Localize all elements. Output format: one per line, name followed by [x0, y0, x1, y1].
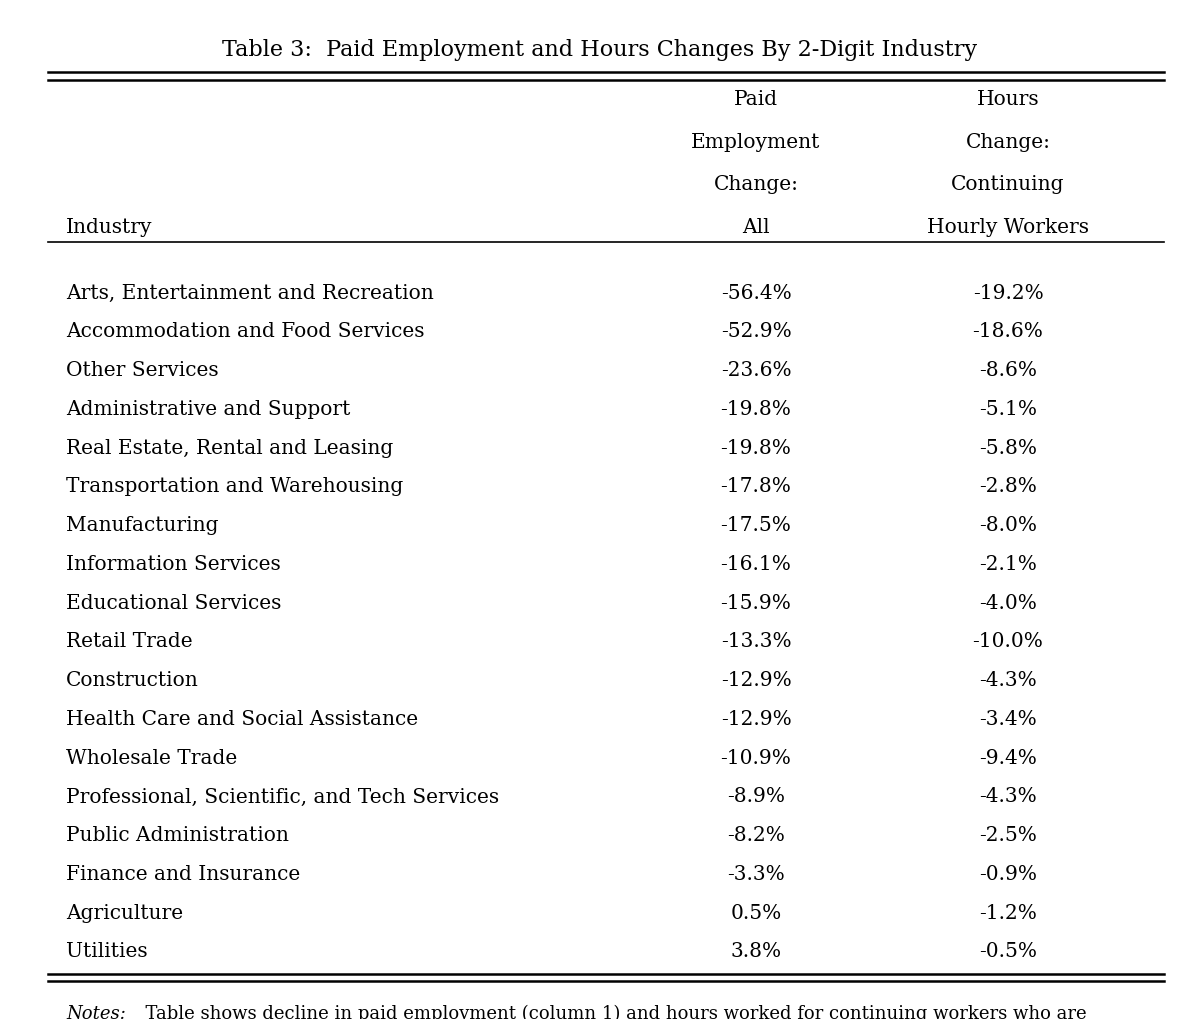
Text: -17.8%: -17.8%: [720, 477, 792, 496]
Text: Construction: Construction: [66, 671, 199, 690]
Text: -1.2%: -1.2%: [979, 903, 1037, 922]
Text: -4.3%: -4.3%: [979, 787, 1037, 806]
Text: -0.9%: -0.9%: [979, 864, 1037, 883]
Text: Wholesale Trade: Wholesale Trade: [66, 748, 238, 767]
Text: Hours: Hours: [977, 90, 1039, 109]
Text: -12.9%: -12.9%: [721, 671, 791, 690]
Text: -3.3%: -3.3%: [727, 864, 785, 883]
Text: 3.8%: 3.8%: [731, 942, 781, 961]
Text: -8.9%: -8.9%: [727, 787, 785, 806]
Text: -2.1%: -2.1%: [979, 554, 1037, 574]
Text: -13.3%: -13.3%: [721, 632, 791, 651]
Text: -8.2%: -8.2%: [727, 825, 785, 845]
Text: -10.0%: -10.0%: [972, 632, 1044, 651]
Text: Finance and Insurance: Finance and Insurance: [66, 864, 300, 883]
Text: Hourly Workers: Hourly Workers: [928, 218, 1090, 237]
Text: Arts, Entertainment and Recreation: Arts, Entertainment and Recreation: [66, 283, 433, 303]
Text: -3.4%: -3.4%: [979, 709, 1037, 729]
Text: Administrative and Support: Administrative and Support: [66, 399, 350, 419]
Text: -5.1%: -5.1%: [979, 399, 1037, 419]
Text: Public Administration: Public Administration: [66, 825, 289, 845]
Text: Change:: Change:: [966, 132, 1050, 152]
Text: -9.4%: -9.4%: [979, 748, 1037, 767]
Text: Educational Services: Educational Services: [66, 593, 281, 612]
Text: -23.6%: -23.6%: [721, 361, 791, 380]
Text: Retail Trade: Retail Trade: [66, 632, 193, 651]
Text: -4.3%: -4.3%: [979, 671, 1037, 690]
Text: Continuing: Continuing: [952, 175, 1064, 195]
Text: -4.0%: -4.0%: [979, 593, 1037, 612]
Text: Change:: Change:: [714, 175, 798, 195]
Text: Health Care and Social Assistance: Health Care and Social Assistance: [66, 709, 418, 729]
Text: Manufacturing: Manufacturing: [66, 516, 218, 535]
Text: -56.4%: -56.4%: [721, 283, 791, 303]
Text: -17.5%: -17.5%: [720, 516, 792, 535]
Text: Utilities: Utilities: [66, 942, 148, 961]
Text: -0.5%: -0.5%: [979, 942, 1037, 961]
Text: Real Estate, Rental and Leasing: Real Estate, Rental and Leasing: [66, 438, 394, 458]
Text: Table shows decline in paid employment (column 1) and hours worked for continuin: Table shows decline in paid employment (…: [134, 1004, 1087, 1019]
Text: -15.9%: -15.9%: [720, 593, 792, 612]
Text: All: All: [742, 218, 770, 237]
Text: -10.9%: -10.9%: [720, 748, 792, 767]
Text: -19.8%: -19.8%: [720, 438, 792, 458]
Text: Accommodation and Food Services: Accommodation and Food Services: [66, 322, 425, 341]
Text: -2.8%: -2.8%: [979, 477, 1037, 496]
Text: -19.8%: -19.8%: [720, 399, 792, 419]
Text: -12.9%: -12.9%: [721, 709, 791, 729]
Text: 0.5%: 0.5%: [731, 903, 781, 922]
Text: -8.6%: -8.6%: [979, 361, 1037, 380]
Text: Information Services: Information Services: [66, 554, 281, 574]
Text: Transportation and Warehousing: Transportation and Warehousing: [66, 477, 403, 496]
Text: -8.0%: -8.0%: [979, 516, 1037, 535]
Text: Paid: Paid: [734, 90, 778, 109]
Text: -5.8%: -5.8%: [979, 438, 1037, 458]
Text: Professional, Scientific, and Tech Services: Professional, Scientific, and Tech Servi…: [66, 787, 499, 806]
Text: Other Services: Other Services: [66, 361, 218, 380]
Text: -2.5%: -2.5%: [979, 825, 1037, 845]
Text: -16.1%: -16.1%: [720, 554, 792, 574]
Text: -19.2%: -19.2%: [973, 283, 1043, 303]
Text: Employment: Employment: [691, 132, 821, 152]
Text: -52.9%: -52.9%: [721, 322, 791, 341]
Text: -18.6%: -18.6%: [972, 322, 1044, 341]
Text: Industry: Industry: [66, 218, 152, 237]
Text: Table 3:  Paid Employment and Hours Changes By 2-Digit Industry: Table 3: Paid Employment and Hours Chang…: [222, 39, 978, 61]
Text: Notes:: Notes:: [66, 1004, 126, 1019]
Text: Agriculture: Agriculture: [66, 903, 184, 922]
